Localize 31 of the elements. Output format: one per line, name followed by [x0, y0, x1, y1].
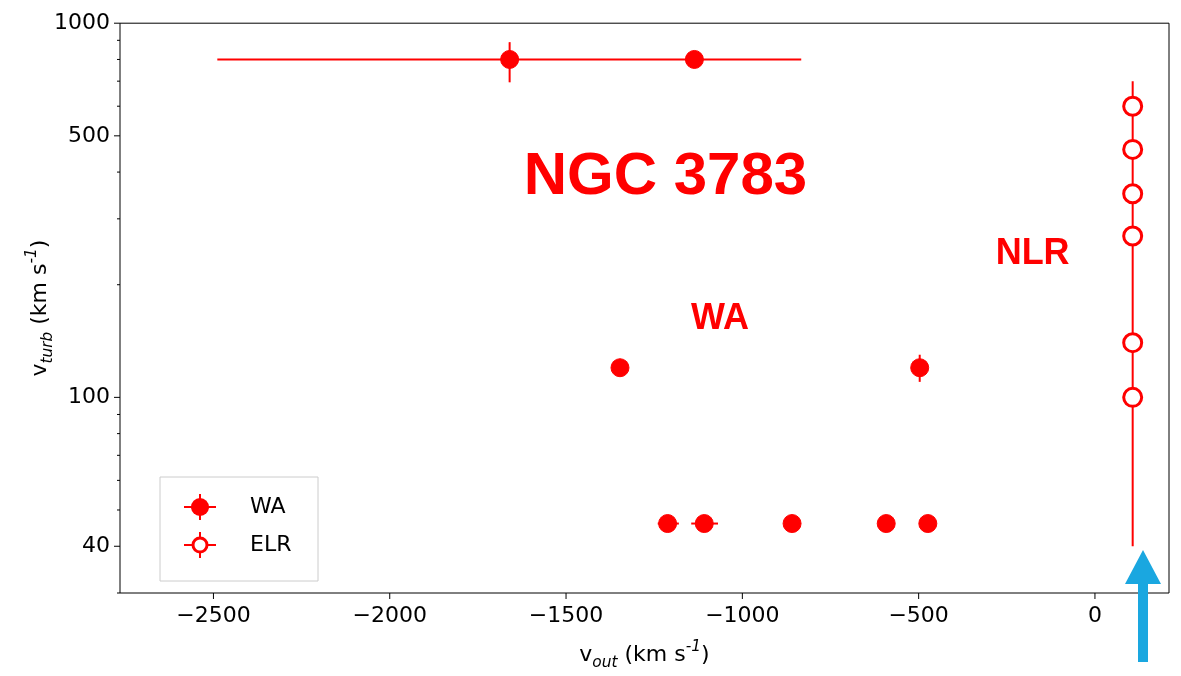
text: NGC 3783: [523, 139, 808, 207]
legend-label: ELR: [250, 530, 292, 556]
point: [1122, 332, 1144, 354]
x-tick-label: −500: [888, 601, 949, 627]
point: [610, 358, 630, 378]
point: [782, 514, 802, 534]
point: [1122, 95, 1144, 117]
x-tick-label: 0: [1087, 601, 1102, 627]
legend-label: WA: [250, 492, 286, 518]
y-axis-title: vturb (km s-1): [22, 239, 56, 377]
point: [684, 49, 704, 69]
x-tick-label: −2500: [176, 601, 251, 627]
point: [694, 514, 714, 534]
point: [658, 514, 678, 534]
annotation: WA: [691, 296, 750, 338]
point: [910, 358, 930, 378]
x-tick-label: −1000: [705, 601, 780, 627]
y-tick-label: 500: [68, 121, 110, 147]
point: [1122, 183, 1144, 205]
point: [500, 49, 520, 69]
y-tick-label: 40: [82, 531, 110, 557]
point: [1122, 386, 1144, 408]
y-tick-label: 1000: [54, 8, 110, 34]
point: [918, 514, 938, 534]
x-tick-label: −2000: [352, 601, 427, 627]
point: [876, 514, 896, 534]
point: [1122, 138, 1144, 160]
y-tick-label: 100: [68, 383, 110, 409]
x-tick-label: −1500: [528, 601, 604, 627]
annotation: NLR: [995, 230, 1070, 272]
point: [1122, 225, 1144, 247]
